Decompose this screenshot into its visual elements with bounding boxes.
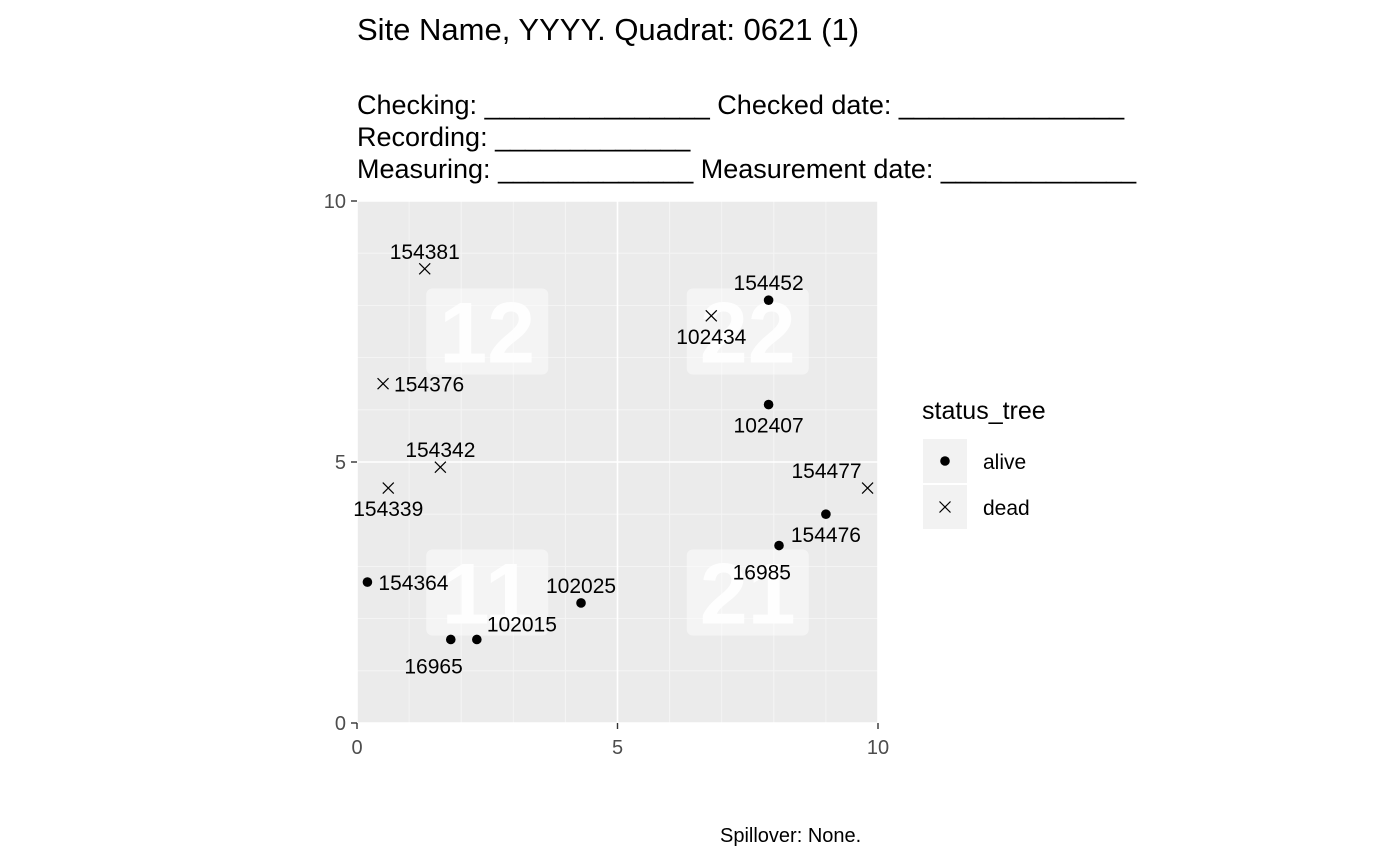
tree-point-alive <box>763 295 774 305</box>
tree-point-dead <box>382 482 395 495</box>
legend-label: alive <box>983 451 1026 474</box>
x-tick-label: 0 <box>351 737 362 759</box>
legend-key-dead <box>939 501 951 513</box>
tree-tag-label: 154342 <box>405 439 475 462</box>
tree-tag-label: 154381 <box>390 241 460 264</box>
tree-tag-label: 16965 <box>404 655 462 678</box>
tree-tag-label: 102434 <box>676 326 746 349</box>
legend-key-alive <box>940 456 950 466</box>
chart-caption: Spillover: None. <box>720 825 862 847</box>
legend-label: dead <box>983 497 1030 520</box>
legend-title: status_tree <box>922 397 1046 425</box>
subquadrat-label: 22 <box>700 286 796 382</box>
tree-tag-label: 154477 <box>792 460 862 483</box>
tree-tag-label: 154476 <box>791 524 861 547</box>
cross-stroke <box>939 501 951 513</box>
cross-stroke <box>434 461 447 474</box>
cross-stroke <box>705 309 718 322</box>
y-tick-label: 5 <box>335 452 346 474</box>
y-tick-label: 10 <box>324 191 346 213</box>
subtitle-recording-line: Recording: _____________ <box>357 122 691 152</box>
tree-tag-label: 154339 <box>353 498 423 521</box>
cross-stroke <box>418 262 431 275</box>
subtitle-checking-line: Checking: _______________ Checked date: … <box>357 90 1125 120</box>
x-tick-label: 10 <box>867 737 889 759</box>
tree-tag-label: 102025 <box>546 575 616 598</box>
tree-point-dead <box>418 262 431 275</box>
chart-title: Site Name, YYYY. Quadrat: 0621 (1) <box>357 12 860 47</box>
tree-point-alive <box>576 598 586 608</box>
cross-stroke <box>861 482 874 495</box>
tree-point-dead <box>434 461 447 474</box>
tree-tag-label: 154452 <box>734 272 804 295</box>
cross-stroke <box>382 482 395 495</box>
subtitle-measuring-line: Measuring: _____________ Measurement dat… <box>357 154 1137 184</box>
subquadrat-label: 21 <box>700 547 796 643</box>
tree-point-alive <box>472 634 482 645</box>
tree-point-alive <box>763 399 774 410</box>
subquadrat-label-box <box>426 288 549 375</box>
subquadrat-label-box <box>686 549 809 636</box>
tree-point-dead <box>377 377 389 390</box>
tree-point-dead <box>705 309 718 322</box>
subquadrat-label-box <box>686 288 809 375</box>
tree-tag-label: 102407 <box>734 415 804 438</box>
tree-point-alive <box>821 509 831 519</box>
cross-stroke <box>377 377 389 390</box>
y-tick-label: 0 <box>335 713 346 735</box>
tree-point-alive <box>774 540 784 551</box>
tree-point-alive <box>362 577 373 587</box>
subquadrat-label: 12 <box>439 286 535 382</box>
subquadrat-label: 11 <box>442 547 533 643</box>
subquadrat-label-box <box>426 549 549 636</box>
tree-point-dead <box>861 482 874 495</box>
tree-tag-label: 154376 <box>394 374 464 397</box>
tree-tag-label: 154364 <box>378 572 448 595</box>
tree-point-alive <box>445 634 456 645</box>
chart-subtitle: Checking: _______________ Checked date: … <box>357 89 1136 185</box>
tree-tag-label: 16985 <box>733 562 791 585</box>
tree-tag-label: 102015 <box>487 613 557 636</box>
x-tick-label: 5 <box>612 737 623 759</box>
